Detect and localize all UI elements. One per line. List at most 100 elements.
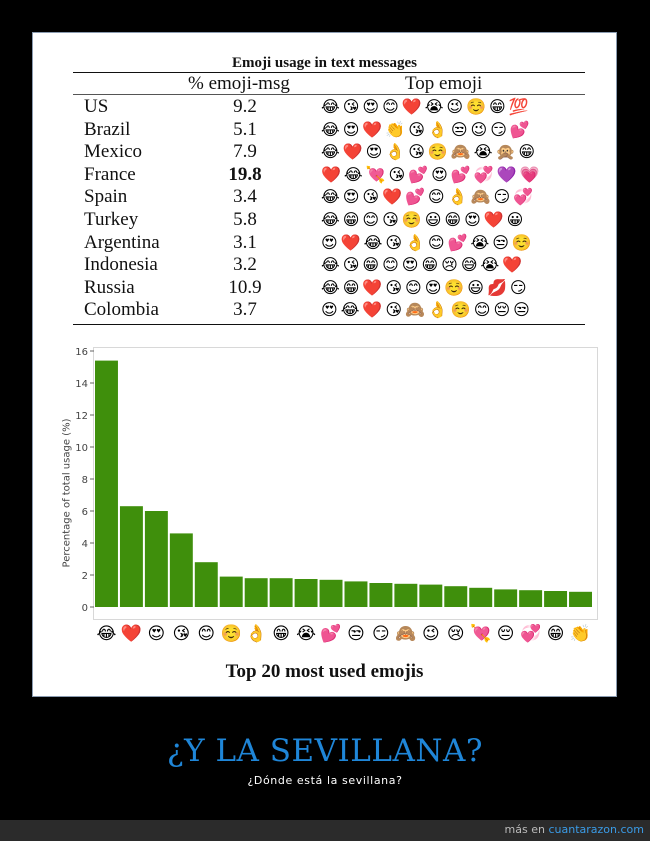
emoji-percentage: 7.9 [233,141,257,163]
emoji-icon: 😘 [388,164,406,184]
emoji-icon: 😏 [509,277,527,297]
bar [444,586,468,607]
top-emoji-list: 😂 😍 ❤️ 👏 😘 👌 😒 😉 😏 💕 [321,119,591,141]
bar [244,578,268,607]
x-tick-emoji: 😍 [147,624,166,644]
bar [95,360,118,607]
emoji-percentage: 5.1 [233,118,257,140]
country-name: Turkey [84,209,139,230]
bar [569,591,592,607]
emoji-icon: ❤️ [342,142,363,162]
emoji-icon: 😂 [321,277,340,297]
emoji-icon: 😒 [450,119,468,139]
emoji-icon: 😉 [470,119,488,139]
emoji-icon: 😢 [441,255,458,275]
x-tick-emoji: ☺️ [220,624,242,644]
top-emoji-list: 😂 ❤️ 😍 👌 😘 ☺️ 🙈 😭 🙊 😁 [321,141,591,163]
chart-x-axis-emojis: 😂 ❤️ 😍 😘 😊 ☺️ 👌 😁 😭 💕 😒 😏 🙈 😉 😢 💘 😔 💞 😁 👏 [33,621,616,647]
footer-site-link[interactable]: cuantarazon.com [548,823,644,836]
emoji-icon: ❤️ [382,187,402,207]
emoji-icon: 😂 [321,97,340,116]
table-header-rule [73,94,585,95]
emoji-icon: 😂 [321,255,340,275]
bar [144,511,168,607]
x-tick-emoji: 😂 [96,624,117,644]
table-row: Mexico 7.9 😂 ❤️ 😍 👌 😘 ☺️ 🙈 😭 🙊 😁 [33,141,616,163]
x-tick-emoji: 👌 [245,624,267,644]
emoji-icon: 😃 [424,210,442,229]
x-tick-emoji: 😉 [421,624,440,644]
emoji-percentage: 9.2 [233,96,257,117]
emoji-icon: 😭 [424,97,444,116]
table-bottom-rule [73,324,585,325]
bar [194,562,218,607]
emoji-icon: 😘 [362,187,380,207]
emoji-icon: 💕 [447,232,468,252]
emoji-icon: 👌 [427,119,448,139]
emoji-icon: 😘 [385,232,402,252]
bar [269,578,293,607]
country-name: US [84,96,109,117]
emoji-icon: 😁 [444,210,462,229]
emoji-icon: ☺️ [401,210,422,229]
bar [494,589,518,607]
emoji-icon: ❤️ [401,97,422,116]
post-frame: Emoji usage in text messages % emoji-msg… [32,32,617,697]
country-name: Mexico [84,141,143,163]
emoji-icon: 👌 [385,142,406,162]
top-emoji-list: 😂 😁 😊 😘 ☺️ 😃 😁 😍 ❤️ 😀 [321,209,591,231]
table-row: Indonesia 3.2 😂 😘 😁 😊 😍 😁 😢 😅 😭 ❤️ [33,254,616,276]
emoji-percentage: 19.8 [228,163,262,185]
emoji-icon: 😁 [489,97,506,116]
emoji-icon: 😍 [365,142,383,162]
emoji-icon: ❤️ [340,232,361,252]
country-name: France [84,163,136,185]
table-row: US 9.2 😂 😘 😍 😊 ❤️ 😭 😉 ☺️ 😁 💯 [33,96,616,118]
emoji-icon: 💕 [450,164,471,184]
emoji-icon: 😒 [492,232,509,252]
table-row: Colombia 3.7 😍 😂 ❤️ 😘 🙈 👌 ☺️ 😊 😔 😒 [33,299,616,321]
post-title[interactable]: ¿Y LA SEVILLANA? [167,733,483,769]
emoji-icon: 😍 [424,277,442,297]
emoji-icon: 😂 [343,164,363,184]
emoji-icon: 👌 [427,300,448,320]
emoji-icon: ❤️ [321,164,341,184]
bar [469,587,493,607]
emoji-icon: ☺️ [450,300,471,320]
bar [519,590,543,607]
chart-title: Top 20 most used emojis [225,661,424,682]
y-tick-label: 12 [75,411,88,422]
table-header-pct: % emoji-msg [188,73,290,94]
emoji-percentage: 10.9 [228,276,262,298]
emoji-icon: 😍 [342,119,360,139]
emoji-icon: 😂 [363,232,383,252]
emoji-icon: 😊 [382,255,399,275]
emoji-icon: 🙈 [405,300,425,320]
emoji-icon: 😘 [408,119,425,139]
emoji-icon: 😘 [408,142,425,162]
footer-more-link[interactable]: más en cuantarazon.com [505,823,644,836]
country-name: Indonesia [84,254,158,276]
bar-chart: 0 2 4 6 8 10 12 14 16 [75,347,592,614]
bar [369,583,393,607]
emoji-icon: 💜 [496,164,517,184]
table-row: France 19.8 ❤️ 😂 💘 😘 💕 😍 💕 💞 💜 💗 [33,164,616,186]
top-emoji-list: 😂 😍 😘 ❤️ 💕 😊 👌 🙈 😏 💞 [321,186,591,208]
emoji-icon: 😊 [362,210,380,229]
emoji-icon: 👌 [405,232,425,252]
bar [419,584,443,607]
footer-prefix: más en [504,823,545,836]
emoji-icon: 😭 [470,232,490,252]
x-tick-emoji: ❤️ [120,624,142,644]
emoji-icon: 😏 [493,187,511,207]
x-tick-emoji: 💘 [470,624,492,644]
x-tick-emoji: 😒 [347,624,365,644]
table-row: Spain 3.4 😂 😍 😘 ❤️ 💕 😊 👌 🙈 😏 💞 [33,186,616,208]
emoji-icon: 😀 [506,210,524,229]
emoji-icon: 💕 [509,119,530,139]
bar [394,583,418,607]
emoji-icon: 😒 [513,300,530,320]
top-emoji-list: 😂 😘 😁 😊 😍 😁 😢 😅 😭 ❤️ [321,254,591,276]
x-tick-emoji: 😔 [496,624,515,644]
x-tick-emoji: 😭 [296,624,316,644]
